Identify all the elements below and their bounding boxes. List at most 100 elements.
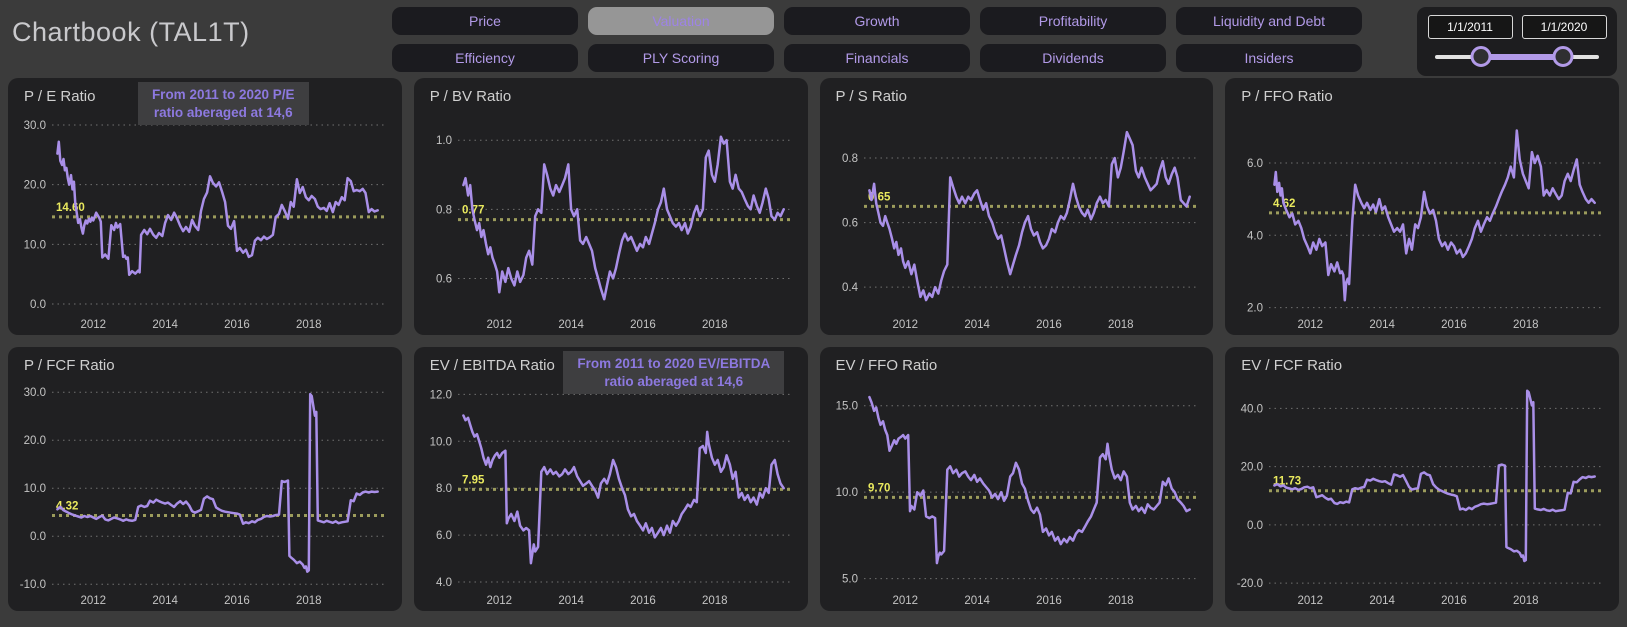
svg-text:2018: 2018 xyxy=(1107,595,1133,607)
svg-text:2016: 2016 xyxy=(1036,595,1062,607)
chart-annotation: From 2011 to 2020 P/E ratio aberaged at 1… xyxy=(137,82,309,126)
svg-text:0.6: 0.6 xyxy=(842,218,858,230)
svg-text:2.0: 2.0 xyxy=(1247,303,1263,315)
svg-text:30.0: 30.0 xyxy=(24,120,46,132)
svg-text:10.0: 10.0 xyxy=(835,487,857,499)
chart-title: EV / FFO Ratio xyxy=(835,357,938,374)
chart-panel-p-fcf-ratio: P / FCF Ratio -10.0 0.0 10.0 20.0 30.0 2012 201… xyxy=(8,347,402,611)
svg-text:0.6: 0.6 xyxy=(436,273,452,285)
chart-panel-ev-ffo-ratio: EV / FFO Ratio 5.0 10.0 15.0 2012 2014 2016 201… xyxy=(819,347,1214,611)
chart-panel-ev-fcf-ratio: EV / FCF Ratio -20.0 0.0 20.0 40.0 2012 2014 20… xyxy=(1225,347,1619,611)
svg-text:6.0: 6.0 xyxy=(1247,158,1263,170)
chart-plot-area: -10.0 0.0 10.0 20.0 30.0 2012 2014 2016 2018 4.32 xyxy=(16,377,396,609)
nav-button-growth[interactable]: Growth xyxy=(784,7,970,35)
svg-text:12.0: 12.0 xyxy=(429,389,451,401)
svg-text:0.8: 0.8 xyxy=(436,204,452,216)
nav-button-valuation[interactable]: Valuation xyxy=(588,7,774,35)
slider-handle-low[interactable] xyxy=(1470,46,1492,67)
svg-text:2014: 2014 xyxy=(558,319,584,331)
svg-text:30.0: 30.0 xyxy=(24,387,46,399)
chart-plot-area: 0.4 0.6 0.8 2012 2014 2016 2018 0.65 xyxy=(828,108,1208,333)
svg-text:1.0: 1.0 xyxy=(436,135,452,147)
svg-text:-20.0: -20.0 xyxy=(1237,578,1263,590)
svg-text:2018: 2018 xyxy=(1107,319,1133,331)
svg-text:15.0: 15.0 xyxy=(835,401,857,413)
nav-button-ply-scoring[interactable]: PLY Scoring xyxy=(588,44,774,72)
slider-handle-high[interactable] xyxy=(1552,46,1574,67)
svg-text:2012: 2012 xyxy=(486,319,512,331)
svg-text:20.0: 20.0 xyxy=(24,180,46,192)
charts-grid: P / E Ratio 0.0 10.0 20.0 30.0 2012 2014 2016 20… xyxy=(0,72,1627,611)
svg-text:4.0: 4.0 xyxy=(436,577,452,589)
svg-text:-10.0: -10.0 xyxy=(20,579,46,591)
svg-text:2012: 2012 xyxy=(486,595,512,607)
page-title: Chartbook (TAL1T) xyxy=(12,17,250,47)
svg-text:0.4: 0.4 xyxy=(842,282,859,294)
date-inputs xyxy=(1427,15,1607,39)
svg-text:2016: 2016 xyxy=(224,595,250,607)
nav-button-financials[interactable]: Financials xyxy=(784,44,970,72)
svg-text:20.0: 20.0 xyxy=(1241,462,1263,474)
chart-panel-p-bv-ratio: P / BV Ratio 0.6 0.8 1.0 2012 2014 2016 2018 0.7… xyxy=(413,78,808,335)
svg-text:2018: 2018 xyxy=(1513,595,1539,607)
svg-text:2012: 2012 xyxy=(81,319,107,331)
chart-title: P / E Ratio xyxy=(24,88,96,105)
svg-text:2014: 2014 xyxy=(558,595,584,607)
header: Chartbook (TAL1T) Price Valuation Growth Pr… xyxy=(0,0,1627,76)
svg-text:14.60: 14.60 xyxy=(56,202,85,214)
chart-title: EV / EBITDA Ratio xyxy=(429,357,555,374)
chart-plot-area: 4.0 6.0 8.0 10.0 12.0 2012 2014 2016 2018 7.95 xyxy=(422,377,802,609)
svg-text:2016: 2016 xyxy=(1441,319,1467,331)
chart-plot-area: 0.0 10.0 20.0 30.0 2012 2014 2016 2018 14.60 xyxy=(16,108,396,333)
nav-button-dividends[interactable]: Dividends xyxy=(980,44,1166,72)
svg-text:11.73: 11.73 xyxy=(1273,476,1301,488)
svg-text:2012: 2012 xyxy=(1298,319,1324,331)
svg-text:10.0: 10.0 xyxy=(24,239,46,251)
svg-text:20.0: 20.0 xyxy=(24,435,46,447)
svg-text:5.0: 5.0 xyxy=(842,574,858,586)
end-date-input[interactable] xyxy=(1521,15,1607,39)
svg-text:4.0: 4.0 xyxy=(1247,230,1263,242)
svg-text:9.70: 9.70 xyxy=(868,482,890,494)
svg-text:10.0: 10.0 xyxy=(24,483,46,495)
svg-text:2016: 2016 xyxy=(1441,595,1467,607)
svg-text:2014: 2014 xyxy=(1370,595,1396,607)
svg-text:2014: 2014 xyxy=(1370,319,1396,331)
svg-text:0.0: 0.0 xyxy=(1247,520,1263,532)
svg-text:2018: 2018 xyxy=(1513,319,1539,331)
nav-button-profitability[interactable]: Profitability xyxy=(980,7,1166,35)
chart-title: P / FFO Ratio xyxy=(1241,88,1333,105)
svg-text:0.0: 0.0 xyxy=(30,299,46,311)
chart-annotation: From 2011 to 2020 EV/EBITDA ratio aberage… xyxy=(563,351,785,395)
nav-button-price[interactable]: Price xyxy=(392,7,578,35)
date-range-slider[interactable] xyxy=(1435,46,1599,68)
chart-title: EV / FCF Ratio xyxy=(1241,357,1343,374)
chart-plot-area: 2.0 4.0 6.0 2012 2014 2016 2018 4.62 xyxy=(1233,108,1613,333)
svg-text:2016: 2016 xyxy=(630,595,656,607)
svg-text:2012: 2012 xyxy=(892,595,918,607)
date-range-panel xyxy=(1417,7,1617,76)
start-date-input[interactable] xyxy=(1427,15,1513,39)
svg-text:2018: 2018 xyxy=(702,595,728,607)
svg-text:2012: 2012 xyxy=(1298,595,1324,607)
nav-button-insiders[interactable]: Insiders xyxy=(1176,44,1362,72)
chart-panel-p-e-ratio: P / E Ratio 0.0 10.0 20.0 30.0 2012 2014 2016 20… xyxy=(8,78,402,335)
chart-panel-p-s-ratio: P / S Ratio 0.4 0.6 0.8 2012 2014 2016 2018 0.65 xyxy=(819,78,1214,335)
nav-button-efficiency[interactable]: Efficiency xyxy=(392,44,578,72)
svg-text:2016: 2016 xyxy=(1036,319,1062,331)
nav-button-liquidity-and-debt[interactable]: Liquidity and Debt xyxy=(1176,7,1362,35)
svg-text:2012: 2012 xyxy=(892,319,918,331)
chart-plot-area: 5.0 10.0 15.0 2012 2014 2016 2018 9.70 xyxy=(828,377,1208,609)
svg-text:2018: 2018 xyxy=(702,319,728,331)
svg-text:2014: 2014 xyxy=(152,595,178,607)
svg-text:10.0: 10.0 xyxy=(429,436,451,448)
svg-text:2016: 2016 xyxy=(630,319,656,331)
chart-title: P / FCF Ratio xyxy=(24,357,115,374)
slider-selected-range[interactable] xyxy=(1480,54,1563,60)
svg-text:2018: 2018 xyxy=(296,319,322,331)
svg-text:7.95: 7.95 xyxy=(462,474,485,486)
chart-plot-area: 0.6 0.8 1.0 2012 2014 2016 2018 0.77 xyxy=(422,108,802,333)
nav-button-group: Price Valuation Growth Profitability Liquidi… xyxy=(392,7,1362,72)
chart-panel-p-ffo-ratio: P / FFO Ratio 2.0 4.0 6.0 2012 2014 2016 2018 4.… xyxy=(1225,78,1619,335)
svg-text:0.8: 0.8 xyxy=(842,153,858,165)
